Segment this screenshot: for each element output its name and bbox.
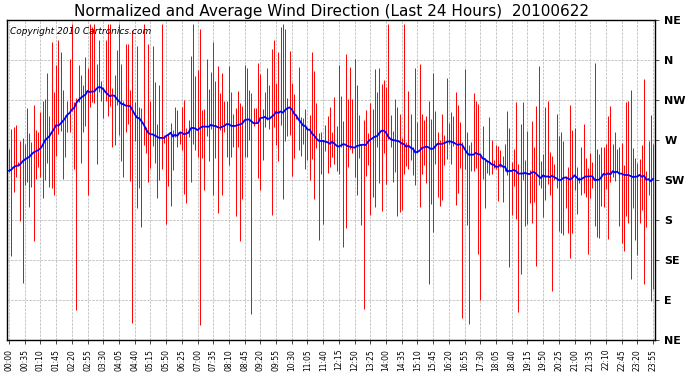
Title: Normalized and Average Wind Direction (Last 24 Hours)  20100622: Normalized and Average Wind Direction (L…	[74, 4, 589, 19]
Text: Copyright 2010 Cartronics.com: Copyright 2010 Cartronics.com	[10, 27, 151, 36]
